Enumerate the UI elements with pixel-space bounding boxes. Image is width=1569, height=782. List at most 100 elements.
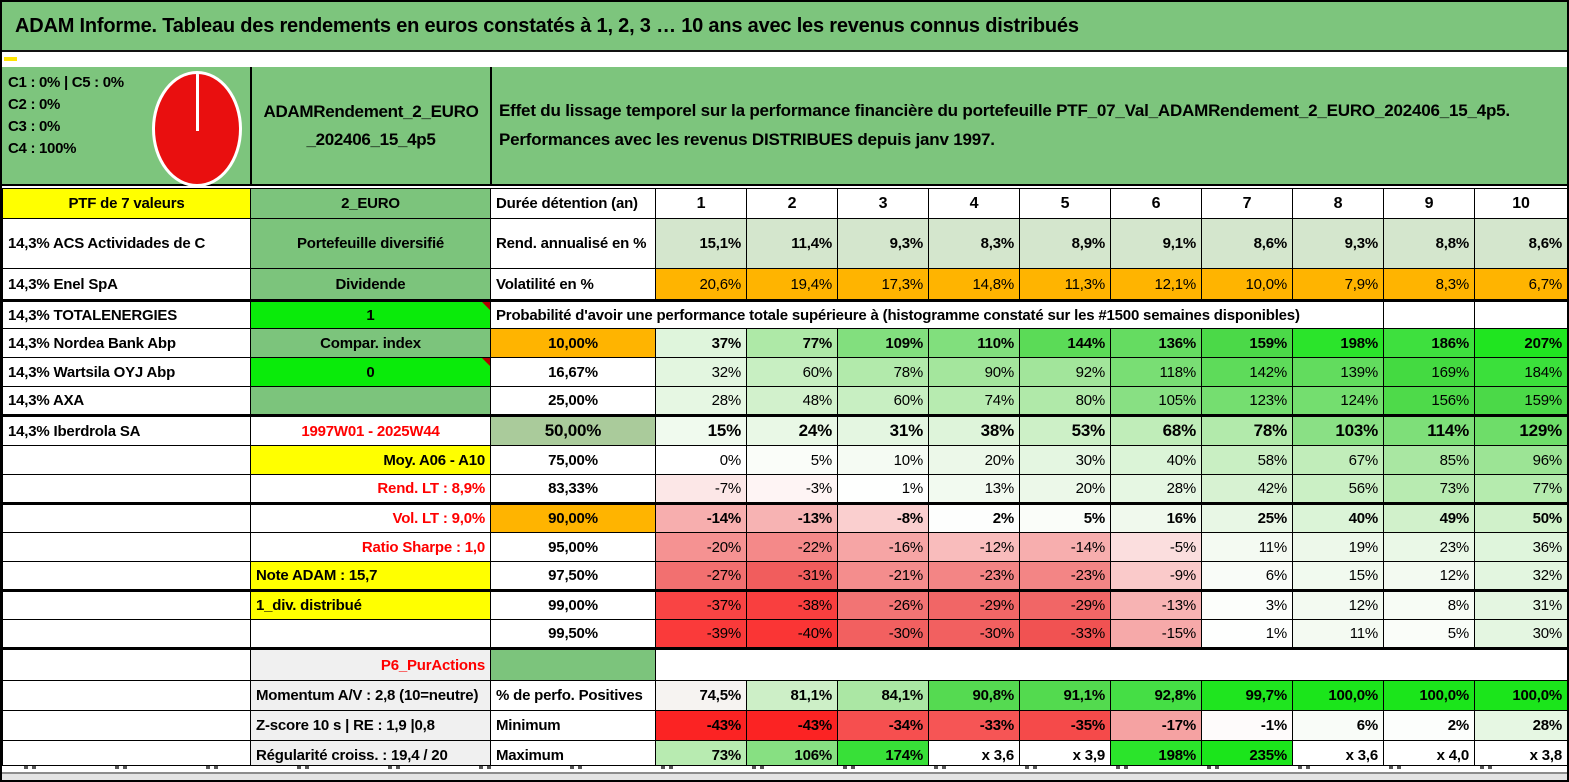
value-cell[interactable]: 17,3% (837, 268, 929, 301)
value-cell[interactable]: 144% (1019, 328, 1111, 358)
value-cell[interactable]: -1% (1201, 710, 1293, 741)
stock-wartsila-cell[interactable]: 14,3% Wartsila OYJ Abp (2, 357, 251, 387)
value-cell[interactable]: 73% (1383, 474, 1475, 504)
lt-return-cell[interactable]: Rend. LT : 8,9% (250, 474, 491, 504)
value-cell[interactable]: 60% (837, 386, 929, 416)
value-cell[interactable]: -31% (746, 561, 838, 591)
value-cell[interactable]: -21% (837, 561, 929, 591)
lt-volatility-cell[interactable]: Vol. LT : 9,0% (250, 502, 491, 533)
zscore-cell[interactable]: Z-score 10 s | RE : 1,9 |0,8 (250, 710, 491, 741)
value-cell[interactable]: -26% (837, 589, 929, 620)
value-cell[interactable]: 2 (746, 188, 838, 219)
value-cell[interactable]: -14% (655, 502, 747, 533)
value-cell[interactable]: 1% (1201, 619, 1293, 649)
empty-cell[interactable] (2, 589, 251, 620)
value-cell[interactable]: 10% (837, 445, 929, 475)
value-cell[interactable]: 124% (1292, 386, 1384, 416)
quantile-99-cell[interactable]: 99,00% (490, 589, 656, 620)
stock-axa-cell[interactable]: 14,3% AXA (2, 386, 251, 416)
value-cell[interactable]: 5% (746, 445, 838, 475)
value-cell[interactable]: 31% (1474, 589, 1567, 620)
value-cell[interactable]: 184% (1474, 357, 1567, 387)
value-cell[interactable]: 58% (1201, 445, 1293, 475)
value-cell[interactable]: -3% (746, 474, 838, 504)
div-distributed-cell[interactable]: 1_div. distribué (250, 589, 491, 620)
value-cell[interactable]: 12% (1292, 589, 1384, 620)
value-cell[interactable]: 85% (1383, 445, 1475, 475)
value-cell[interactable]: 68% (1110, 414, 1202, 446)
value-cell[interactable]: -14% (1019, 532, 1111, 562)
value-cell[interactable]: -33% (1019, 619, 1111, 649)
empty-cell[interactable] (2, 502, 251, 533)
sharpe-ratio-cell[interactable]: Ratio Sharpe : 1,0 (250, 532, 491, 562)
value-cell[interactable]: 6% (1292, 710, 1384, 741)
value-cell[interactable]: 3 (837, 188, 929, 219)
value-cell[interactable]: 15% (1292, 561, 1384, 591)
description-cell[interactable]: Effet du lissage temporel sur la perform… (492, 67, 1567, 184)
value-cell[interactable]: 136% (1110, 328, 1202, 358)
value-cell[interactable]: -15% (1110, 619, 1202, 649)
value-cell[interactable]: 8,6% (1201, 218, 1293, 269)
quantile-90-cell[interactable]: 90,00% (490, 502, 656, 533)
value-cell[interactable]: -9% (1110, 561, 1202, 591)
portfolio-type-cell[interactable]: Portefeuille diversifié (250, 218, 491, 269)
value-cell[interactable]: 11,3% (1019, 268, 1111, 301)
value-cell[interactable]: 6,7% (1474, 268, 1567, 301)
value-cell[interactable]: 105% (1110, 386, 1202, 416)
value-cell[interactable]: 5% (1383, 619, 1475, 649)
green-spacer-cell[interactable] (490, 647, 656, 681)
value-cell[interactable]: -37% (655, 589, 747, 620)
value-cell[interactable]: 1 (655, 188, 747, 219)
value-cell[interactable]: 67% (1292, 445, 1384, 475)
value-cell[interactable]: 8,6% (1474, 218, 1567, 269)
value-cell[interactable]: 12% (1383, 561, 1475, 591)
value-cell[interactable]: 103% (1292, 414, 1384, 446)
value-cell[interactable]: 6% (1201, 561, 1293, 591)
value-cell[interactable]: 118% (1110, 357, 1202, 387)
blank-span-cell[interactable] (655, 647, 1567, 681)
quantile-25-cell[interactable]: 25,00% (490, 386, 656, 416)
empty-cell[interactable] (2, 647, 251, 681)
value-cell[interactable]: 36% (1474, 532, 1567, 562)
quantile-97-cell[interactable]: 97,50% (490, 561, 656, 591)
value-cell[interactable]: 30% (1474, 619, 1567, 649)
quantile-95-cell[interactable]: 95,00% (490, 532, 656, 562)
empty-cell[interactable] (1383, 299, 1475, 329)
value-cell[interactable]: -20% (655, 532, 747, 562)
p6-pur-actions-cell[interactable]: P6_PurActions (250, 647, 491, 681)
value-cell[interactable]: 12,1% (1110, 268, 1202, 301)
value-cell[interactable]: -30% (928, 619, 1020, 649)
ptf-count-cell[interactable]: PTF de 7 valeurs (2, 188, 251, 219)
value-cell[interactable]: 20% (1019, 474, 1111, 504)
allocation-pie-chart[interactable] (152, 71, 242, 187)
value-cell[interactable]: 16% (1110, 502, 1202, 533)
quantile-995-cell[interactable]: 99,50% (490, 619, 656, 649)
value-cell[interactable]: 5% (1019, 502, 1111, 533)
adam-score-cell[interactable]: Note ADAM : 15,7 (250, 561, 491, 591)
value-cell[interactable]: 28% (1474, 710, 1567, 741)
value-cell[interactable]: 8,3% (1383, 268, 1475, 301)
value-cell[interactable]: -29% (928, 589, 1020, 620)
value-cell[interactable]: 38% (928, 414, 1020, 446)
value-cell[interactable]: 60% (746, 357, 838, 387)
empty-green-cell[interactable] (250, 386, 491, 416)
flag-0-cell[interactable]: 0 (250, 357, 491, 387)
value-cell[interactable]: 7 (1201, 188, 1293, 219)
stock-enel-cell[interactable]: 14,3% Enel SpA (2, 268, 251, 301)
value-cell[interactable]: 32% (655, 357, 747, 387)
value-cell[interactable]: 8,9% (1019, 218, 1111, 269)
value-cell[interactable]: 92% (1019, 357, 1111, 387)
value-cell[interactable]: 19% (1292, 532, 1384, 562)
value-cell[interactable]: -16% (837, 532, 929, 562)
value-cell[interactable]: -35% (1019, 710, 1111, 741)
value-cell[interactable]: 139% (1292, 357, 1384, 387)
value-cell[interactable]: -30% (837, 619, 929, 649)
value-cell[interactable]: 6 (1110, 188, 1202, 219)
value-cell[interactable]: 74,5% (655, 680, 747, 711)
value-cell[interactable]: 77% (1474, 474, 1567, 504)
value-cell[interactable]: -5% (1110, 532, 1202, 562)
value-cell[interactable]: 10 (1474, 188, 1567, 219)
value-cell[interactable]: 142% (1201, 357, 1293, 387)
value-cell[interactable]: 207% (1474, 328, 1567, 358)
value-cell[interactable]: -40% (746, 619, 838, 649)
